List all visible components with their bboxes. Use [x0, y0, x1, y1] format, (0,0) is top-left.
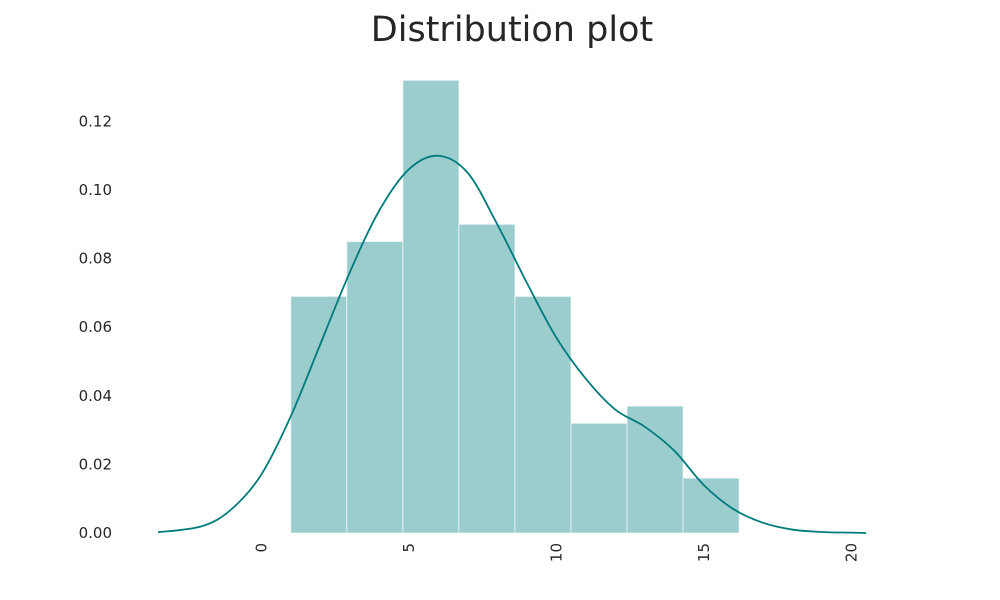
- y-tick-label: 0.00: [79, 524, 112, 542]
- histogram-bar: [290, 295, 348, 534]
- kde-curve: [157, 154, 867, 534]
- y-tick-label: 0.10: [79, 181, 112, 199]
- kde-layer: [157, 154, 867, 534]
- x-tick-label: 10: [547, 543, 565, 562]
- x-tick-label: 5: [400, 543, 418, 553]
- y-tick-label: 0.06: [79, 318, 112, 336]
- histogram-bar: [458, 223, 516, 534]
- x-tick-label: 0: [252, 543, 270, 553]
- y-tick-label: 0.12: [79, 112, 112, 130]
- y-axis-ticks: 0.00 0.02 0.04 0.06 0.08 0.10 0.12: [79, 112, 112, 542]
- histogram-bar: [570, 422, 628, 534]
- y-tick-label: 0.02: [79, 455, 112, 473]
- y-tick-label: 0.08: [79, 250, 112, 268]
- histogram-bar: [346, 240, 404, 534]
- histogram-bar: [682, 477, 740, 534]
- x-tick-label: 20: [842, 543, 860, 562]
- chart-title: Distribution plot: [370, 10, 654, 50]
- y-tick-label: 0.04: [79, 387, 112, 405]
- x-axis-ticks: 0 5 10 15 20: [252, 543, 860, 562]
- histogram-bars: [290, 79, 740, 534]
- x-tick-label: 15: [695, 543, 713, 562]
- histogram-bar: [402, 79, 460, 534]
- histogram-bar: [626, 405, 684, 534]
- histogram-bar: [514, 295, 572, 534]
